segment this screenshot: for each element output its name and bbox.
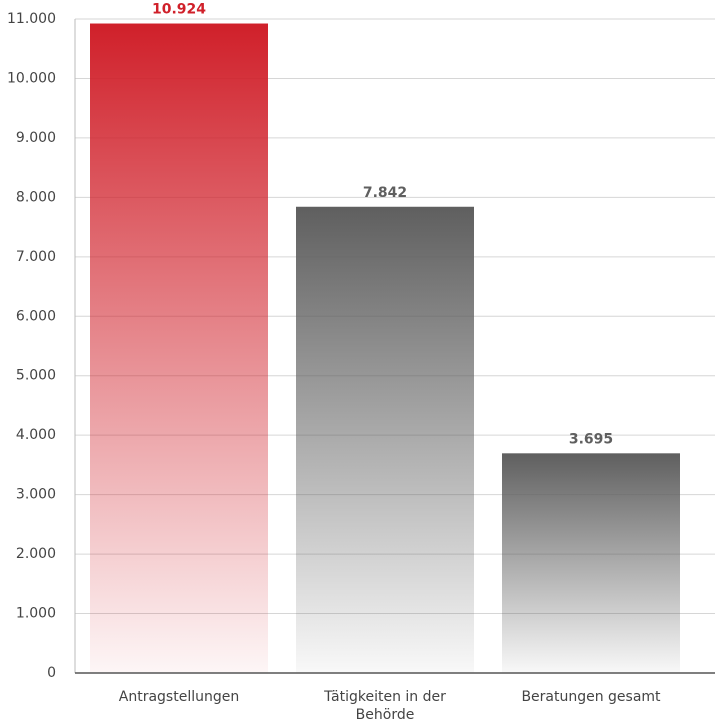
y-tick-label: 7.000 — [16, 249, 56, 265]
data-label: 10.924 — [152, 2, 206, 18]
y-tick-label: 5.000 — [16, 368, 56, 384]
x-tick-label: Beratungen gesamt — [521, 689, 661, 705]
y-tick-label: 3.000 — [16, 487, 56, 503]
x-tick-label: Antragstellungen — [118, 689, 240, 705]
y-tick-label: 0 — [47, 665, 56, 681]
y-tick-label: 6.000 — [16, 308, 56, 324]
data-label: 7.842 — [363, 185, 407, 201]
y-tick-label: 10.000 — [7, 70, 56, 86]
x-tick-label: Tätigkeiten in der Behörde — [324, 689, 446, 723]
y-tick-label: 1.000 — [16, 606, 56, 622]
y-tick-label: 11.000 — [7, 11, 56, 27]
bar — [296, 206, 474, 674]
y-tick-label: 8.000 — [16, 189, 56, 205]
data-label: 3.695 — [569, 431, 613, 447]
bar — [90, 23, 268, 673]
y-tick-label: 4.000 — [16, 427, 56, 443]
y-tick-label: 9.000 — [16, 130, 56, 146]
y-tick-label: 2.000 — [16, 546, 56, 562]
bar — [502, 453, 680, 673]
